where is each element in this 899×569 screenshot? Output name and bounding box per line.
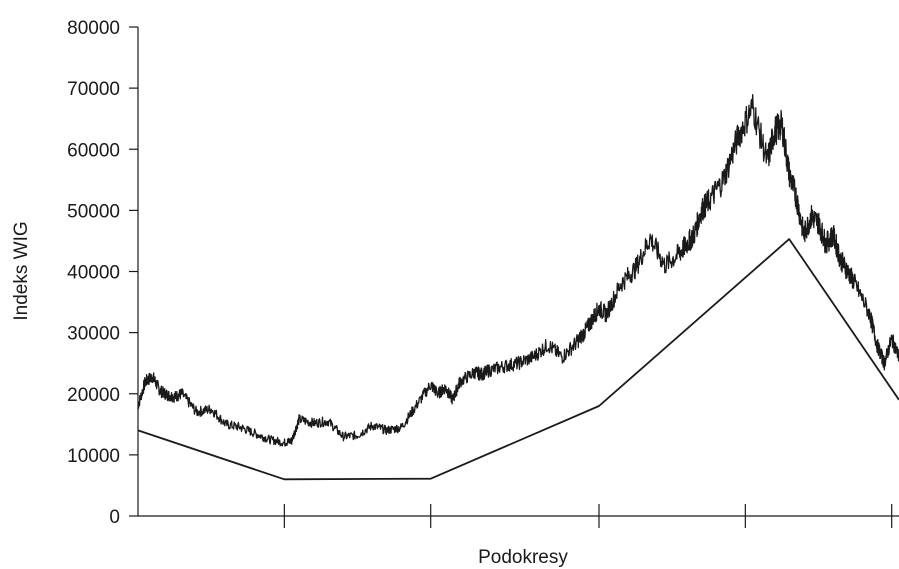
series-line-segments xyxy=(137,238,899,481)
y-tick-label: 0 xyxy=(109,507,120,528)
y-tick-label: 20000 xyxy=(67,385,120,406)
y-tick-label: 10000 xyxy=(67,446,120,467)
y-axis-title: Indeks WIG xyxy=(11,221,32,320)
y-axis: 0 10000 20000 30000 40000 50000 60000 70000 8000… xyxy=(67,18,139,528)
y-tick-label: 60000 xyxy=(67,140,120,161)
x-axis-title: Podokresy xyxy=(478,547,568,568)
y-tick-label: 30000 xyxy=(67,324,120,345)
y-tick-label: 70000 xyxy=(67,79,120,100)
series-line-wig-index xyxy=(137,93,899,447)
x-axis xyxy=(138,504,899,528)
plot-area xyxy=(137,93,899,481)
y-tick-label: 50000 xyxy=(67,201,120,222)
y-tick-label: 40000 xyxy=(67,263,120,284)
y-tick-label: 80000 xyxy=(67,18,120,39)
